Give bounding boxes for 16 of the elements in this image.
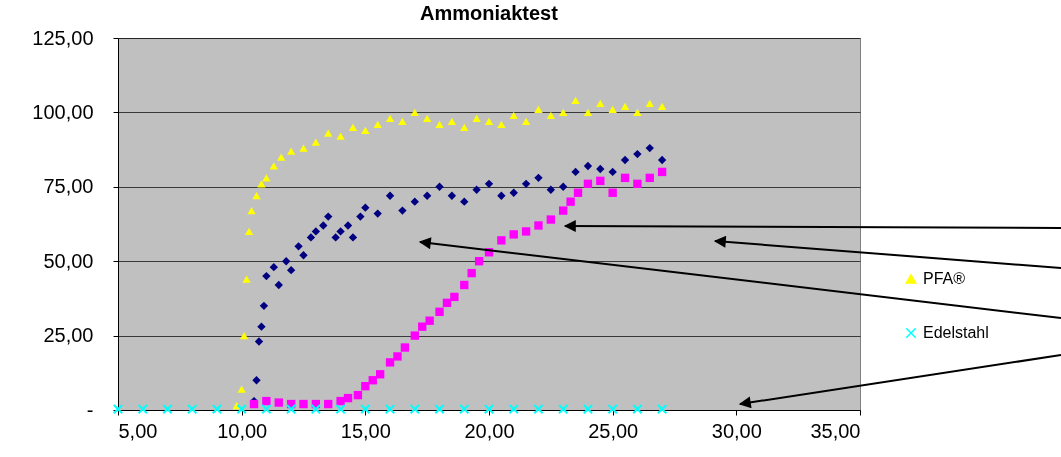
y-tick-label: 75,00 bbox=[43, 175, 94, 198]
legend-label: Edelstahl bbox=[923, 324, 989, 341]
x-tick-label: 35,00 bbox=[810, 419, 861, 442]
legend-label: PFA® bbox=[923, 270, 966, 287]
x-tick-label: 30,00 bbox=[711, 419, 762, 442]
y-tick-label: 100,00 bbox=[32, 100, 94, 123]
y-tick-label: 25,00 bbox=[43, 324, 94, 347]
x-tick-label: 15,00 bbox=[340, 419, 391, 442]
x-tick-label: 25,00 bbox=[588, 419, 639, 442]
x-tick-label: 10,00 bbox=[217, 419, 268, 442]
chart-title: Ammoniaktest bbox=[420, 2, 559, 24]
y-tick-label: 125,00 bbox=[32, 26, 94, 49]
x-tick-label: 20,00 bbox=[464, 419, 515, 442]
y-tick-label: - bbox=[86, 398, 94, 421]
y-tick-label: 50,00 bbox=[43, 249, 94, 272]
x-tick-label: 5,00 bbox=[118, 419, 158, 442]
